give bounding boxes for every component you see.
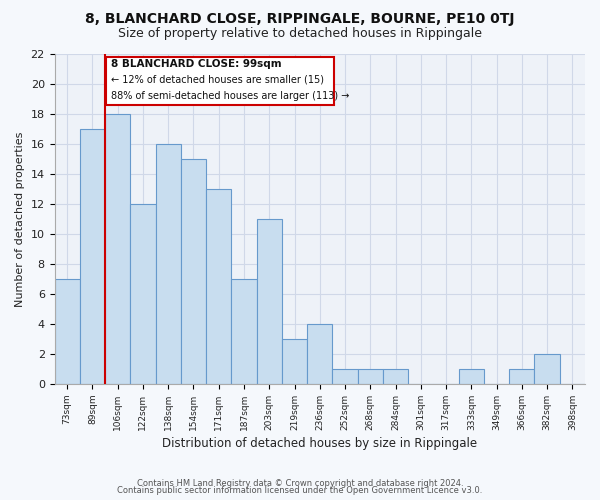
Bar: [535, 354, 560, 384]
Bar: [181, 159, 206, 384]
FancyBboxPatch shape: [106, 57, 334, 105]
Bar: [55, 279, 80, 384]
Bar: [80, 129, 105, 384]
Bar: [257, 219, 282, 384]
Text: Contains public sector information licensed under the Open Government Licence v3: Contains public sector information licen…: [118, 486, 482, 495]
Text: 88% of semi-detached houses are larger (113) →: 88% of semi-detached houses are larger (…: [112, 90, 350, 101]
Bar: [332, 369, 358, 384]
Bar: [130, 204, 155, 384]
Bar: [105, 114, 130, 384]
Text: Contains HM Land Registry data © Crown copyright and database right 2024.: Contains HM Land Registry data © Crown c…: [137, 478, 463, 488]
Bar: [206, 189, 232, 384]
Text: 8, BLANCHARD CLOSE, RIPPINGALE, BOURNE, PE10 0TJ: 8, BLANCHARD CLOSE, RIPPINGALE, BOURNE, …: [85, 12, 515, 26]
Bar: [458, 369, 484, 384]
Text: 8 BLANCHARD CLOSE: 99sqm: 8 BLANCHARD CLOSE: 99sqm: [112, 59, 282, 69]
Bar: [282, 339, 307, 384]
Text: Size of property relative to detached houses in Rippingale: Size of property relative to detached ho…: [118, 28, 482, 40]
Text: ← 12% of detached houses are smaller (15): ← 12% of detached houses are smaller (15…: [112, 75, 325, 85]
Bar: [307, 324, 332, 384]
Bar: [232, 279, 257, 384]
Y-axis label: Number of detached properties: Number of detached properties: [15, 132, 25, 306]
Bar: [155, 144, 181, 384]
Bar: [383, 369, 408, 384]
Bar: [358, 369, 383, 384]
Bar: [509, 369, 535, 384]
X-axis label: Distribution of detached houses by size in Rippingale: Distribution of detached houses by size …: [162, 437, 478, 450]
